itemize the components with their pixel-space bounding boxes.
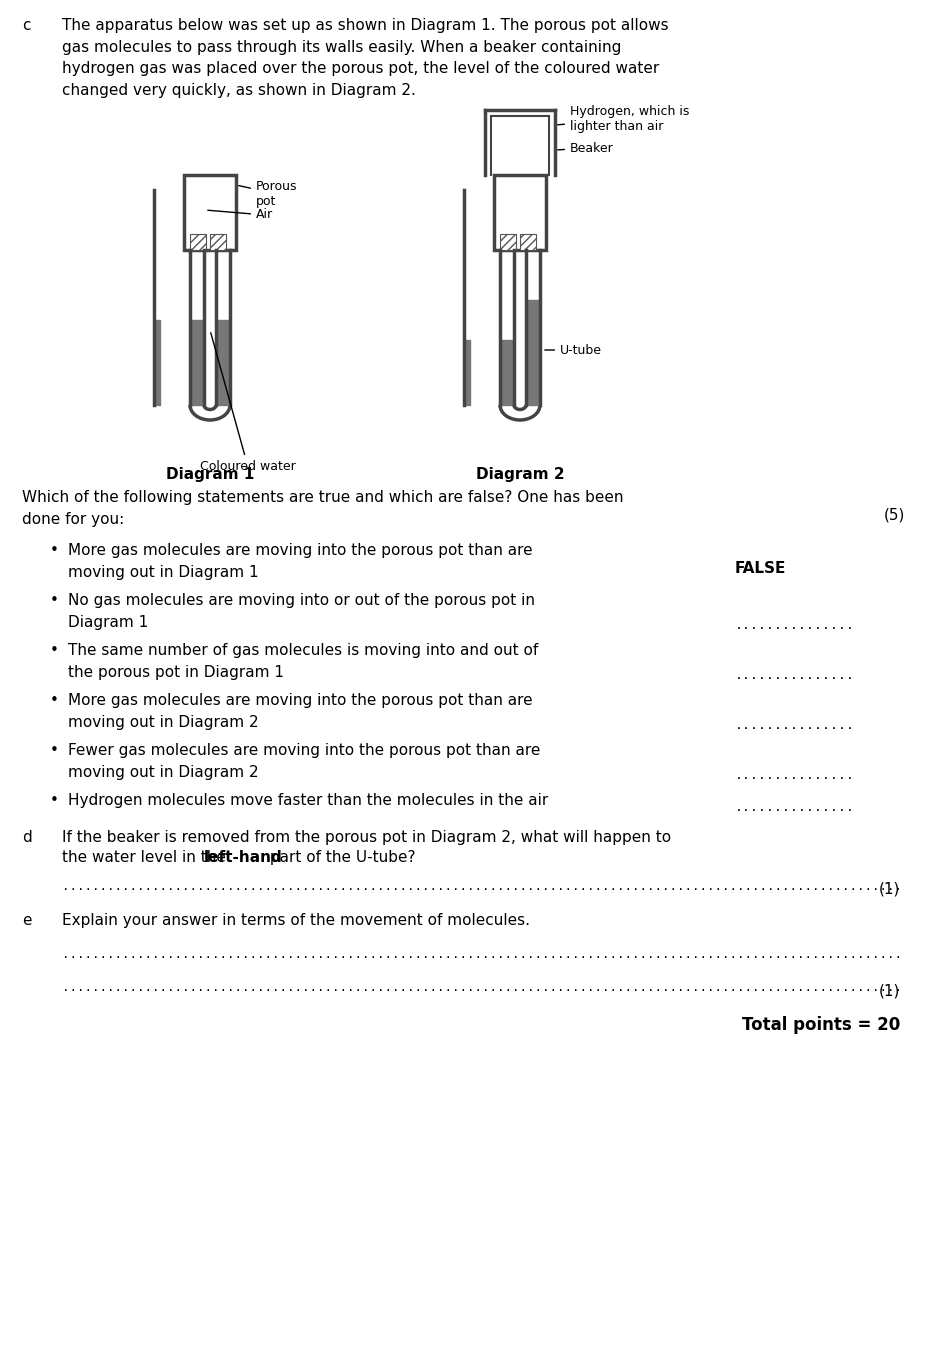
- FancyBboxPatch shape: [184, 175, 236, 250]
- Text: The apparatus below was set up as shown in Diagram 1. The porous pot allows
gas : The apparatus below was set up as shown …: [62, 18, 668, 98]
- Text: Which of the following statements are true and which are false? One has been
don: Which of the following statements are tr…: [22, 490, 623, 527]
- Text: Diagram 2: Diagram 2: [475, 466, 564, 481]
- Text: Fewer gas molecules are moving into the porous pot than are
moving out in Diagra: Fewer gas molecules are moving into the …: [68, 743, 540, 780]
- Text: ...............: ...............: [735, 801, 855, 814]
- Text: •: •: [50, 693, 59, 708]
- Text: the water level in the: the water level in the: [62, 850, 231, 865]
- Text: (5): (5): [884, 507, 905, 522]
- Text: Porous
pot: Porous pot: [239, 180, 298, 207]
- Text: c: c: [22, 18, 31, 33]
- Text: More gas molecules are moving into the porous pot than are
moving out in Diagram: More gas molecules are moving into the p…: [68, 693, 533, 730]
- Text: ...............: ...............: [735, 769, 855, 782]
- Text: Beaker: Beaker: [558, 142, 614, 154]
- Text: ................................................................................: ........................................…: [62, 981, 902, 994]
- Bar: [190, 235, 206, 250]
- Text: left-hand: left-hand: [203, 850, 282, 865]
- Text: ...............: ...............: [735, 719, 855, 732]
- Text: U-tube: U-tube: [545, 344, 602, 356]
- Text: ................................................................................: ........................................…: [62, 948, 902, 962]
- Text: part of the U-tube?: part of the U-tube?: [265, 850, 416, 865]
- Bar: [210, 235, 226, 250]
- Text: •: •: [50, 593, 59, 608]
- Text: ...............: ...............: [735, 668, 855, 682]
- Text: ................................................................................: ........................................…: [62, 880, 902, 893]
- Text: •: •: [50, 543, 59, 558]
- Text: ...............: ...............: [735, 619, 855, 632]
- Text: e: e: [22, 913, 32, 928]
- Text: Hydrogen molecules move faster than the molecules in the air: Hydrogen molecules move faster than the …: [68, 792, 548, 807]
- Text: FALSE: FALSE: [735, 561, 786, 576]
- Text: Diagram 1: Diagram 1: [166, 466, 255, 481]
- Text: Air: Air: [208, 209, 273, 221]
- Text: (1): (1): [879, 883, 900, 898]
- Text: No gas molecules are moving into or out of the porous pot in
Diagram 1: No gas molecules are moving into or out …: [68, 593, 535, 630]
- Bar: [520, 235, 536, 250]
- Text: The same number of gas molecules is moving into and out of
the porous pot in Dia: The same number of gas molecules is movi…: [68, 642, 538, 679]
- FancyBboxPatch shape: [494, 175, 546, 250]
- Bar: [500, 235, 516, 250]
- Text: Hydrogen, which is
lighter than air: Hydrogen, which is lighter than air: [558, 105, 690, 134]
- Text: •: •: [50, 792, 59, 807]
- Text: Coloured water: Coloured water: [200, 333, 296, 473]
- Text: Explain your answer in terms of the movement of molecules.: Explain your answer in terms of the move…: [62, 913, 530, 928]
- Text: •: •: [50, 743, 59, 758]
- Text: If the beaker is removed from the porous pot in Diagram 2, what will happen to: If the beaker is removed from the porous…: [62, 831, 671, 846]
- Text: d: d: [22, 831, 32, 846]
- Text: (1): (1): [879, 983, 900, 998]
- Text: More gas molecules are moving into the porous pot than are
moving out in Diagram: More gas molecules are moving into the p…: [68, 543, 533, 580]
- Text: •: •: [50, 642, 59, 657]
- Text: Total points = 20: Total points = 20: [741, 1016, 900, 1034]
